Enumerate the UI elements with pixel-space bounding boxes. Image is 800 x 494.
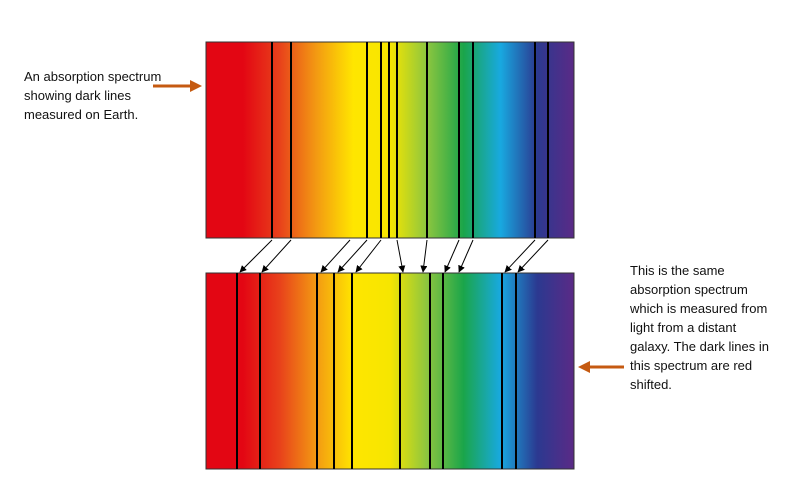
shift-arrow-icon bbox=[504, 239, 536, 273]
shifted-spectrum bbox=[205, 272, 575, 470]
arrow-right-icon bbox=[153, 80, 202, 92]
shift-arrow-icon bbox=[337, 239, 368, 273]
shift-arrows bbox=[239, 239, 549, 273]
shift-arrow-icon bbox=[261, 239, 292, 273]
shift-arrow-icon bbox=[396, 239, 406, 273]
shift-arrow-icon bbox=[355, 239, 382, 273]
shift-arrow-icon bbox=[458, 239, 474, 273]
shift-arrow-icon bbox=[444, 239, 460, 273]
earth-absorption-lines bbox=[271, 42, 549, 238]
shifted-absorption-lines bbox=[236, 273, 517, 469]
shift-arrow-icon bbox=[420, 239, 428, 273]
shift-arrow-icon bbox=[320, 239, 351, 273]
arrow-left-icon bbox=[578, 361, 624, 373]
earth-spectrum bbox=[205, 41, 575, 239]
caption-galaxy-spectrum: This is the same absorption spectrum whi… bbox=[630, 263, 769, 392]
shift-arrow-icon bbox=[517, 239, 549, 273]
caption-earth-spectrum: An absorption spectrum showing dark line… bbox=[24, 69, 162, 122]
shifted-spectrum-band bbox=[205, 272, 575, 470]
shift-arrow-icon bbox=[239, 239, 273, 273]
